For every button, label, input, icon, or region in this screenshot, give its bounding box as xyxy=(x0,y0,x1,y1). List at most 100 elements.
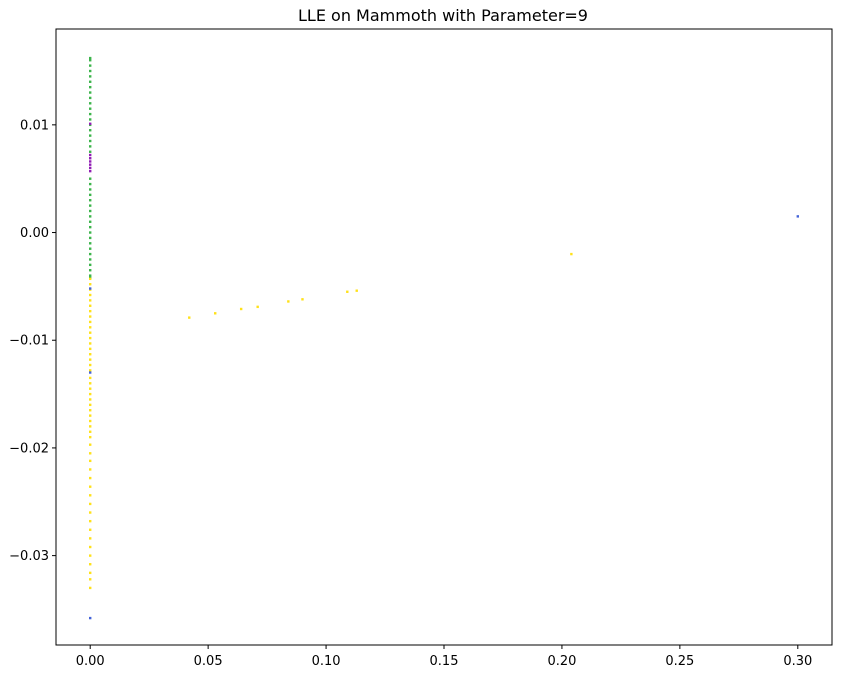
scatter-point xyxy=(89,347,92,351)
scatter-point xyxy=(89,578,92,581)
scatter-point xyxy=(89,269,92,272)
x-tick-label: 0.15 xyxy=(430,654,459,669)
scatter-point xyxy=(355,289,358,292)
scatter-point xyxy=(239,307,243,311)
scatter-point xyxy=(89,283,92,286)
scatter-point xyxy=(89,353,92,356)
scatter-point xyxy=(89,209,92,213)
scatter-point xyxy=(89,193,92,197)
scatter-point xyxy=(89,56,92,60)
scatter-point xyxy=(89,342,92,345)
scatter-point xyxy=(89,182,92,186)
scatter-point xyxy=(89,139,92,143)
scatter-point xyxy=(89,494,92,497)
scatter-point xyxy=(89,485,92,488)
scatter-point xyxy=(89,134,92,137)
scatter-point xyxy=(796,215,799,218)
scatter-point xyxy=(89,157,92,160)
scatter-point xyxy=(89,91,92,94)
x-tick-label: 0.05 xyxy=(194,654,223,669)
scatter-point xyxy=(89,326,92,329)
scatter-point xyxy=(89,563,92,566)
scatter-point xyxy=(89,59,92,62)
scatter-point xyxy=(89,502,92,506)
scatter-point xyxy=(214,312,217,315)
scatter-point xyxy=(89,150,92,153)
scatter-point xyxy=(89,277,92,281)
scatter-point xyxy=(89,371,92,374)
scatter-point xyxy=(89,122,92,125)
scatter-point xyxy=(89,554,92,557)
scatter-point xyxy=(89,468,92,471)
scatter-point xyxy=(89,177,92,180)
scatter-point xyxy=(89,363,92,367)
scatter-point xyxy=(89,118,92,121)
scatter-point xyxy=(89,537,92,540)
plot-frame xyxy=(55,28,833,646)
scatter-point xyxy=(89,320,92,324)
x-tick-label: 0.20 xyxy=(547,654,576,669)
scatter-point xyxy=(89,304,92,307)
scatter-point xyxy=(89,160,92,163)
scatter-point xyxy=(89,96,92,100)
scatter-point xyxy=(89,199,92,202)
scatter-point xyxy=(89,225,92,229)
scatter-point xyxy=(89,571,92,575)
scatter-point xyxy=(89,69,92,73)
scatter-point xyxy=(89,102,92,105)
scatter-point xyxy=(89,309,92,313)
scatter-point xyxy=(89,129,92,132)
scatter-point xyxy=(89,425,92,428)
scatter-point xyxy=(89,586,92,590)
scatter-point xyxy=(89,315,92,318)
scatter-point xyxy=(89,252,92,256)
scatter-point xyxy=(89,204,92,207)
scatter-point xyxy=(89,382,92,385)
y-tick-label: −0.02 xyxy=(9,441,49,456)
scatter-point xyxy=(89,107,92,110)
scatter-point xyxy=(89,616,92,620)
x-tick-label: 0.25 xyxy=(665,654,694,669)
scatter-point xyxy=(89,519,92,523)
y-tick-label: 0.01 xyxy=(20,118,49,133)
scatter-point xyxy=(89,215,92,218)
scatter-point xyxy=(89,452,92,455)
scatter-point xyxy=(89,263,92,267)
y-axis: −0.03 −0.02 −0.01 0.00 0.01 xyxy=(9,118,56,564)
scatter-point xyxy=(89,293,92,297)
scatter-point xyxy=(89,336,92,340)
scatter-point xyxy=(89,419,92,423)
scatter-point xyxy=(89,545,92,549)
y-tick-label: −0.03 xyxy=(9,549,49,564)
scatter-point xyxy=(89,443,92,446)
scatter-point xyxy=(89,398,92,401)
scatter-point xyxy=(89,387,92,390)
scatter-point xyxy=(89,80,92,83)
scatter-point xyxy=(89,166,92,170)
scatter-point xyxy=(89,236,92,240)
plot-marks xyxy=(89,56,799,620)
scatter-point xyxy=(89,231,92,234)
scatter-point xyxy=(89,247,92,250)
scatter-point xyxy=(89,220,92,223)
scatter-point xyxy=(89,112,92,116)
x-tick-label: 0.00 xyxy=(76,654,105,669)
scatter-point xyxy=(89,163,92,166)
scatter-point xyxy=(89,392,92,396)
scatter-point xyxy=(89,511,92,514)
scatter-point xyxy=(89,331,92,334)
y-tick-label: −0.01 xyxy=(9,334,49,349)
x-axis: 0.00 0.05 0.10 0.15 0.20 0.25 0.30 xyxy=(76,645,812,669)
scatter-point xyxy=(89,435,92,439)
scatter-point xyxy=(89,85,92,89)
scatter-point xyxy=(89,409,92,412)
scatter-point xyxy=(89,169,92,173)
scatter-point xyxy=(89,528,92,531)
scatter-point xyxy=(89,358,92,361)
x-tick-label: 0.10 xyxy=(312,654,341,669)
scatter-point xyxy=(256,305,259,309)
scatter-point xyxy=(287,300,290,303)
scatter-point xyxy=(89,258,92,261)
scatter-point xyxy=(89,414,92,417)
